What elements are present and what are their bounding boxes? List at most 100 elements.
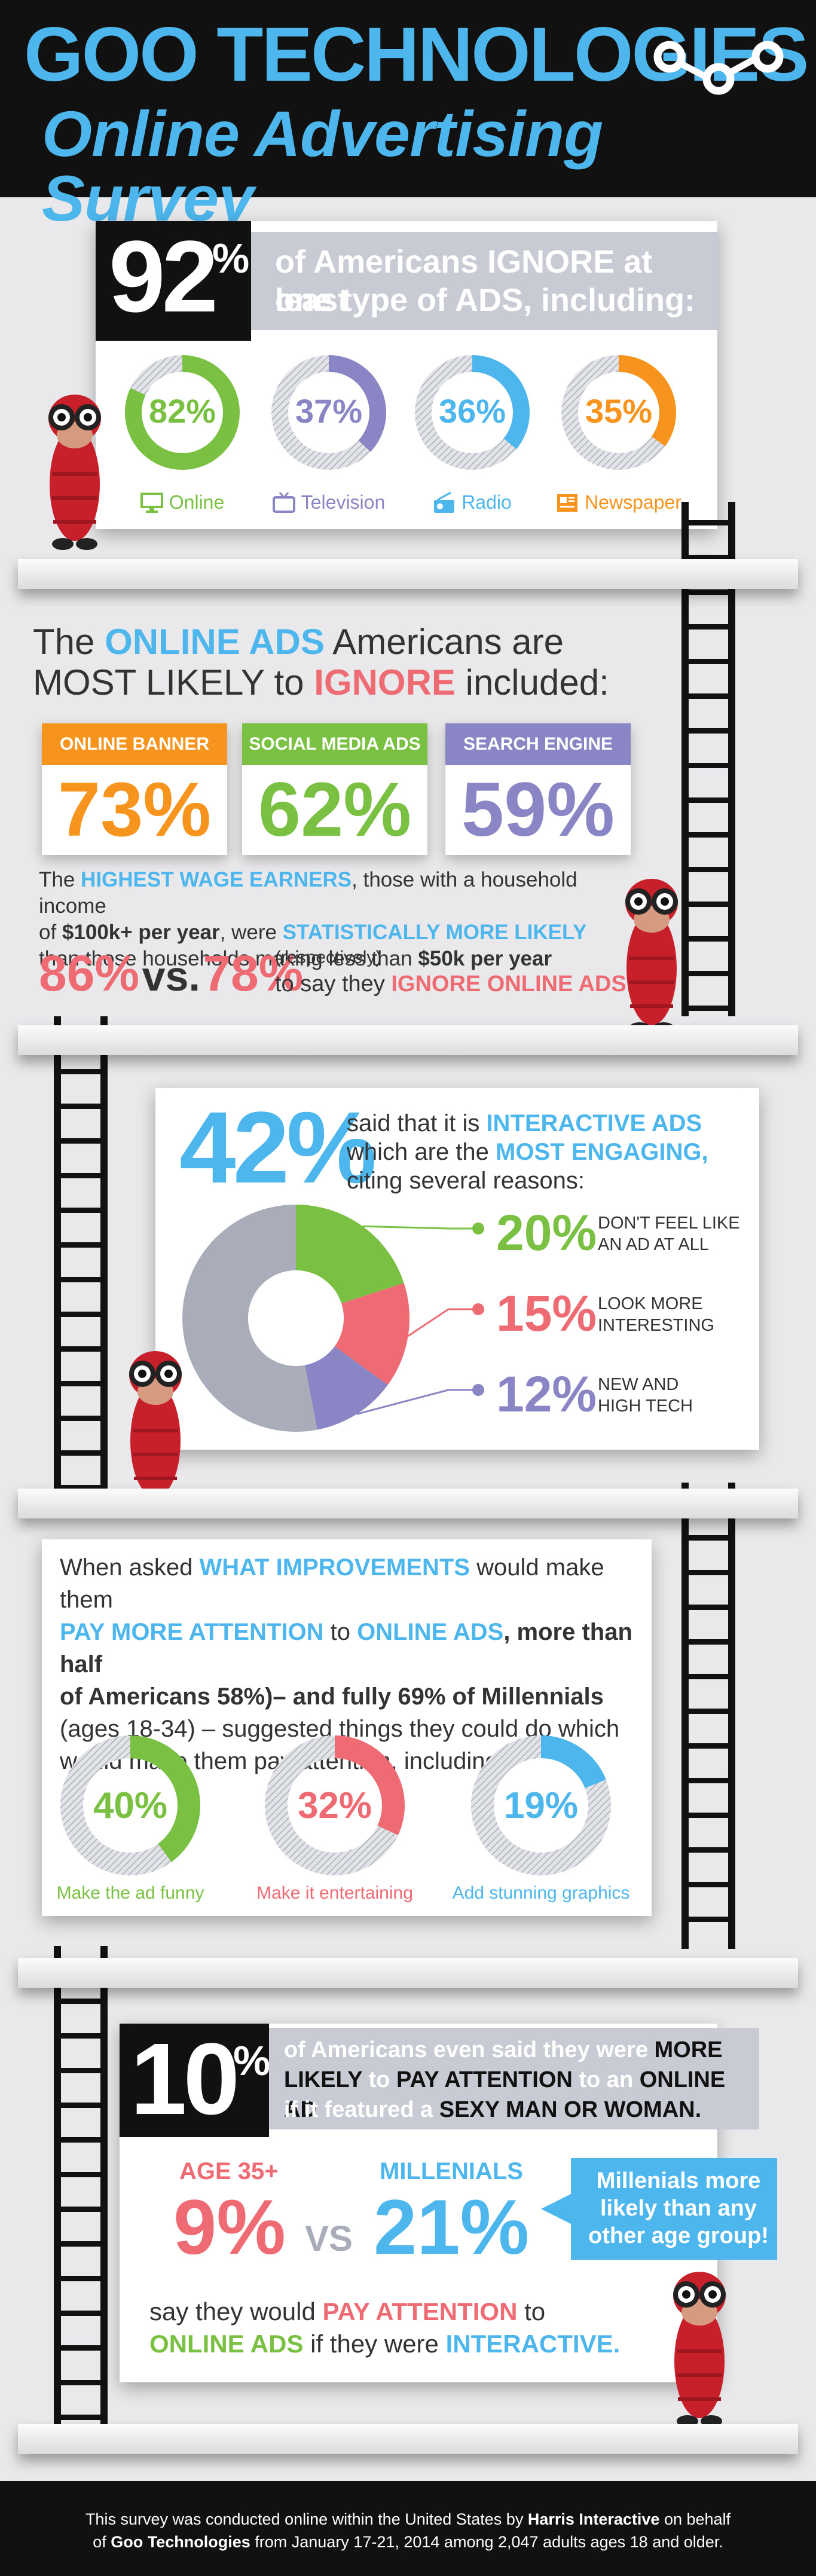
ladder-rung <box>681 1882 735 1887</box>
tail-text: say they would <box>149 2297 323 2326</box>
shelf-2 <box>18 1025 798 1055</box>
donut-fill <box>271 355 386 470</box>
improvement-caption: Add stunning graphics <box>452 1883 630 1903</box>
speech-bubble-shape <box>541 2158 777 2260</box>
media-caption: Television <box>263 490 395 514</box>
age-35-value: 9% <box>173 2183 286 2271</box>
shelf-1 <box>18 559 798 589</box>
para-bold: , more than half <box>60 1619 632 1677</box>
ladder-4 <box>54 1946 108 2424</box>
heading-text: to <box>264 662 314 702</box>
para-bold: $100k+ per year <box>62 921 220 944</box>
ladder-rung <box>681 763 735 768</box>
footer-text: on behalf <box>659 2510 731 2528</box>
stat-box-92: 92 % <box>96 221 251 341</box>
media-name: Online <box>169 491 225 514</box>
ladder-rung <box>681 1605 735 1610</box>
ladder-rung <box>54 1346 108 1352</box>
donut-percent: 19% <box>503 1785 579 1826</box>
footer-bold: Harris Interactive <box>527 2510 660 2528</box>
ignore-heading: The ONLINE ADS Americans are MOST LIKELY… <box>33 622 609 703</box>
ad-box-title: SEARCH ENGINE ADS <box>445 723 631 796</box>
pie-slice <box>304 1346 388 1430</box>
ad-box-search: SEARCH ENGINE ADS 59% <box>445 723 631 855</box>
ladder-rung <box>54 1416 108 1421</box>
ladder-rung <box>54 2276 108 2281</box>
tail-text: to say they <box>275 971 392 997</box>
ad-box-value: 62% <box>258 767 412 852</box>
heading-text: MOST LIKELY <box>33 662 264 702</box>
ladder-rung <box>681 1813 735 1818</box>
banner-dark: LIKELY <box>284 2067 362 2092</box>
mascot-body <box>50 427 100 541</box>
ladder-rung <box>54 1450 108 1456</box>
ladder-rung <box>54 1277 108 1282</box>
ladder-rung <box>681 520 735 525</box>
donut-fill <box>125 355 240 470</box>
donut-percent: 37% <box>295 392 363 430</box>
ad-box-value: 59% <box>461 767 615 852</box>
ladder-rung <box>681 936 735 942</box>
ladder-rung <box>681 1639 735 1645</box>
heading-highlight: IGNORE <box>314 662 456 702</box>
footer: This survey was conducted online within … <box>0 2481 816 2576</box>
ignore-online-ads-tail: to say they IGNORE ONLINE ADS. <box>275 971 632 997</box>
tail-text: to <box>517 2297 546 2326</box>
newspaper-icon <box>557 493 578 512</box>
ladder-rung <box>54 1999 108 2004</box>
tail-text: if they were <box>303 2330 446 2358</box>
para-text: When asked <box>60 1554 200 1581</box>
reasons-donut-chart <box>182 1205 484 1432</box>
ladder-rung <box>681 1847 735 1853</box>
ladder-rung <box>681 1778 735 1783</box>
intro-highlight: MOST ENGAGING, <box>496 1139 708 1165</box>
para-highlight: HIGHEST WAGE EARNERS <box>81 868 352 891</box>
tail-highlight: PAY ATTENTION <box>322 2297 518 2326</box>
ladder-rung <box>681 797 735 803</box>
ladder-rung <box>681 624 735 630</box>
banner-line-2: one type of ADS, including: <box>275 282 695 318</box>
intro-text: citing several reasons: <box>347 1168 585 1194</box>
stat-86: 86% <box>39 945 140 1001</box>
reason-line: HIGH TECH <box>598 1397 693 1416</box>
intro-text: said that it is <box>347 1110 487 1136</box>
shelf-3 <box>18 1489 798 1518</box>
ladder-rung <box>54 1485 108 1490</box>
banner-dark: SEXY MAN OR WOMAN. <box>439 2097 702 2122</box>
banner-text: of Americans even said they were <box>284 2037 655 2062</box>
banner-text: if it featured a <box>284 2097 439 2122</box>
ladder-rung <box>54 2103 108 2108</box>
leader-line <box>362 1225 478 1230</box>
pie-slice <box>182 1205 317 1432</box>
donut-percent: 82% <box>148 392 216 430</box>
interactive-tail: say they would PAY ATTENTION to ONLINE A… <box>149 2296 620 2360</box>
ad-box-value: 73% <box>57 767 212 852</box>
ladder-rung <box>681 1006 735 1011</box>
ad-box-social: SOCIAL MEDIA ADS 62% <box>242 723 427 855</box>
ladder-rung <box>54 2033 108 2039</box>
pct-sign: % <box>212 235 250 282</box>
para-text: The <box>39 868 81 891</box>
para-text: to <box>323 1619 357 1645</box>
para-text: , those with a household income <box>39 868 577 918</box>
stat-box-10: 10 % <box>120 2024 270 2137</box>
pie-slice <box>296 1205 404 1304</box>
tv-icon <box>272 491 295 513</box>
donut-percent: 32% <box>297 1785 372 1826</box>
millenials-label: MILLENIALS <box>380 2158 523 2184</box>
age-35-label: AGE 35+ <box>179 2158 279 2184</box>
para-highlight: ONLINE ADS <box>357 1619 504 1645</box>
ad-box-banner: ONLINE BANNER ADS 73% <box>42 723 227 855</box>
ladder-rung <box>54 2241 108 2247</box>
improvement-donut <box>471 1735 611 1875</box>
leader-line <box>356 1389 478 1415</box>
radio-icon <box>434 491 455 513</box>
sexy-banner: of Americans even said they were MORE LI… <box>269 2028 759 2129</box>
ladder-rung <box>54 1242 108 1248</box>
ladder-rung <box>681 867 735 872</box>
reason-text: LOOK MORE INTERESTING <box>598 1293 714 1336</box>
bubble-text: Millenials more <box>596 2168 761 2193</box>
ladder-1 <box>681 502 735 1016</box>
ladder-rung <box>54 1069 108 1074</box>
respectively-text: (respectively) <box>275 948 382 967</box>
